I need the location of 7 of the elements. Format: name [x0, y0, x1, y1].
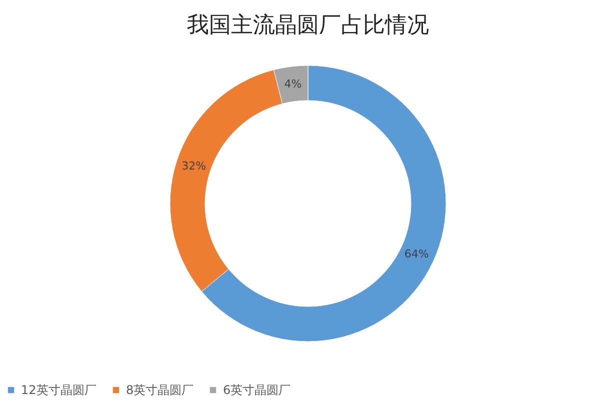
data-label: 32% [182, 159, 206, 172]
data-label: 64% [404, 248, 429, 261]
data-label: 4% [284, 77, 302, 90]
legend-label: 8英寸晶圆厂 [126, 383, 194, 398]
legend-label: 6英寸晶圆厂 [223, 383, 291, 398]
legend-label: 12英寸晶圆厂 [21, 383, 96, 398]
chart-title: 我国主流晶圆厂占比情况 [187, 13, 429, 38]
